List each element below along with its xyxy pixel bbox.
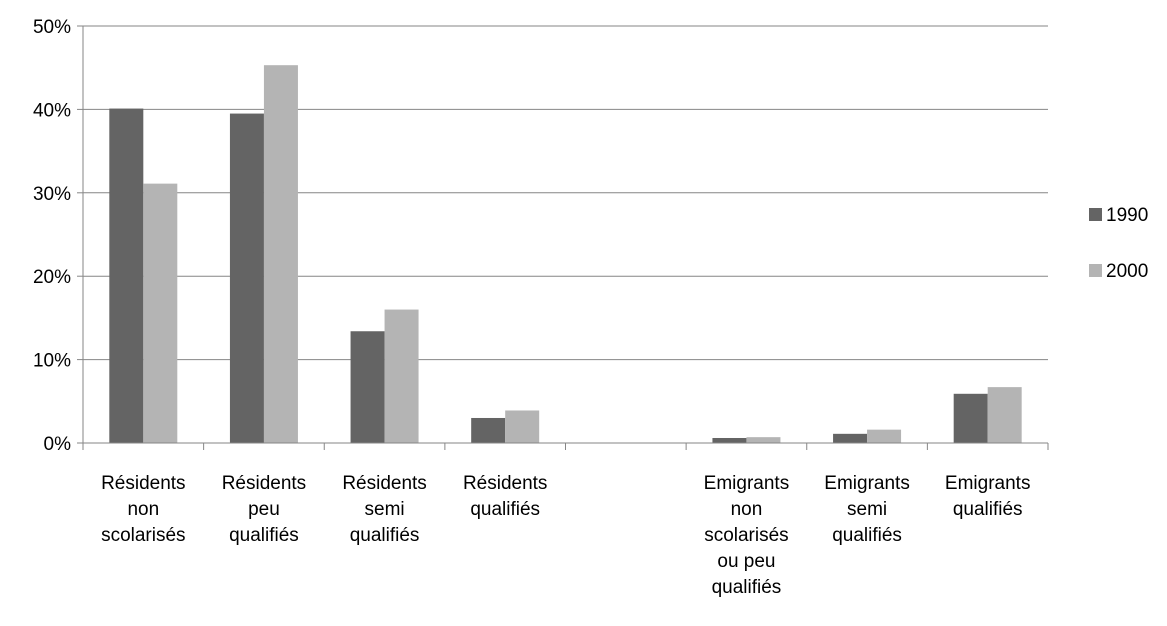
bar-2000: [143, 183, 178, 443]
legend-label-2000: 2000: [1106, 261, 1148, 282]
bar-2000: [867, 429, 902, 443]
y-tick-label: 0%: [44, 434, 72, 455]
bar-1990: [953, 393, 988, 443]
bar-2000: [263, 65, 298, 443]
bar-2000: [505, 410, 540, 443]
bar-1990: [833, 433, 868, 443]
axes: [82, 26, 1049, 450]
gridlines: [77, 25, 1048, 444]
category-label: Résidents peu qualifiés: [222, 473, 307, 546]
y-tick-label: 40%: [33, 100, 71, 121]
legend-label-1990: 1990: [1106, 205, 1148, 226]
category-label: Résidents non scolarisés: [101, 473, 186, 546]
bar-1990: [109, 108, 144, 443]
bar-1990: [471, 417, 506, 443]
category-label: Emigrants non scolarisés ou peu qualifiés: [704, 473, 790, 598]
bar-1990: [229, 113, 264, 443]
legend-swatch-1990: [1089, 208, 1102, 221]
legend: 1990 2000: [1089, 205, 1148, 282]
bars: [109, 65, 1022, 443]
legend-swatch-2000: [1089, 264, 1102, 277]
bar-1990: [712, 437, 747, 443]
category-label: Emigrants qualifiés: [945, 473, 1031, 520]
category-label: Résidents semi qualifiés: [342, 473, 427, 546]
bar-2000: [987, 387, 1022, 443]
y-axis-tick-labels: 0% 10% 20% 30% 40% 50%: [33, 17, 71, 455]
bar-2000: [384, 309, 419, 443]
category-label: Emigrants semi qualifiés: [824, 473, 910, 546]
x-axis-category-labels: Résidents non scolarisés Résidents peu qualif…: [101, 473, 1030, 598]
category-label: Résidents qualifiés: [463, 473, 548, 520]
y-tick-label: 20%: [33, 267, 71, 288]
bar-2000: [746, 437, 781, 443]
y-tick-label: 30%: [33, 184, 71, 205]
bar-1990: [350, 331, 385, 443]
y-tick-label: 10%: [33, 351, 71, 372]
y-tick-label: 50%: [33, 17, 71, 38]
